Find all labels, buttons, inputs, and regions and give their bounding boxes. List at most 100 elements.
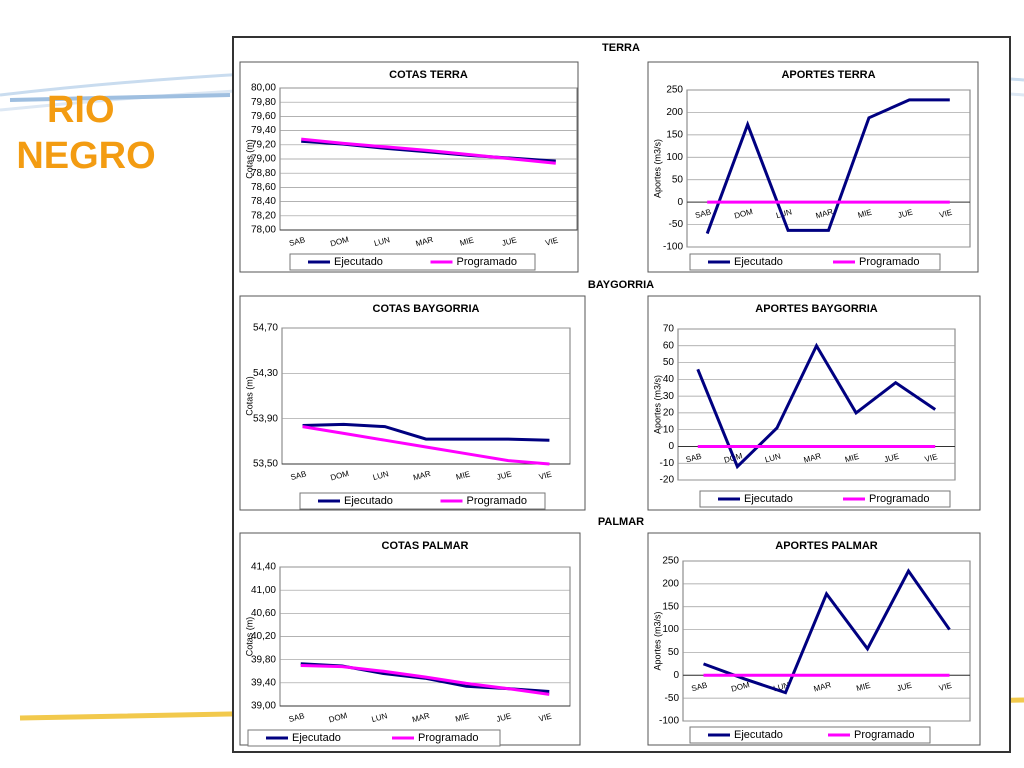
data-line	[705, 98, 950, 235]
legend-box	[689, 726, 931, 744]
x-tick-label: VIE	[538, 470, 553, 482]
y-tick-label: 200	[662, 578, 679, 589]
legend-label: Ejecutado	[734, 729, 783, 741]
y-tick-label: 40,60	[251, 608, 276, 619]
y-tick-label: 100	[662, 624, 679, 635]
legend-label: Ejecutado	[292, 732, 341, 744]
legend-box	[699, 490, 951, 508]
y-tick-label: 0	[668, 441, 674, 452]
x-tick-label: MAR	[815, 207, 835, 220]
section-title: PALMAR	[598, 516, 644, 528]
x-tick-label: VIE	[938, 681, 953, 693]
y-tick-label: 78,20	[251, 210, 276, 221]
legend-label: Ejecutado	[734, 256, 783, 268]
y-axis-label: Cotas (m)	[244, 139, 254, 179]
legend-label: Programado	[859, 256, 920, 268]
x-tick-label: MAR	[803, 451, 823, 464]
x-tick-label: MAR	[813, 680, 833, 693]
y-tick-label: 40	[663, 374, 675, 385]
y-axis-label: Aportes (m3/s)	[652, 611, 662, 670]
y-tick-label: 78,00	[251, 225, 276, 236]
x-tick-label: SAB	[288, 711, 306, 724]
data-line	[702, 568, 951, 695]
y-tick-label: 0	[673, 670, 679, 681]
legend-box	[289, 253, 536, 271]
y-tick-label: 30	[663, 391, 675, 402]
legend-label: Ejecutado	[744, 493, 793, 505]
data-line	[302, 425, 550, 466]
y-tick-label: -50	[665, 693, 680, 704]
y-tick-label: 79,80	[251, 97, 276, 108]
x-tick-label: SAB	[685, 452, 703, 465]
legend-label: Programado	[869, 493, 930, 505]
y-tick-label: 200	[666, 107, 683, 118]
y-tick-label: 79,60	[251, 111, 276, 122]
section-title: BAYGORRIA	[588, 279, 654, 291]
y-tick-label: -10	[660, 458, 675, 469]
y-tick-label: -100	[659, 716, 679, 727]
data-line	[302, 422, 550, 442]
y-tick-label: 79,40	[251, 125, 276, 136]
y-tick-label: 41,40	[251, 562, 276, 573]
y-tick-label: 150	[662, 601, 679, 612]
x-tick-label: JUE	[501, 235, 518, 248]
y-tick-label: -100	[663, 242, 683, 253]
legend-label: Ejecutado	[334, 256, 383, 268]
x-tick-label: SAB	[290, 469, 308, 482]
y-tick-label: 70	[663, 324, 675, 335]
y-tick-label: 100	[666, 152, 683, 163]
legend-label: Programado	[467, 495, 528, 507]
y-tick-label: 39,80	[251, 654, 276, 665]
legend-label: Ejecutado	[344, 495, 393, 507]
plot-area	[281, 327, 571, 465]
y-tick-label: 60	[663, 340, 675, 351]
x-tick-label: VIE	[924, 452, 939, 464]
y-tick-label: 53,50	[253, 459, 278, 470]
x-tick-label: JUE	[897, 207, 914, 220]
x-tick-label: LUN	[372, 469, 390, 482]
slide-title-line: NEGRO	[16, 135, 155, 177]
y-tick-label: 50	[672, 174, 684, 185]
y-tick-label: 0	[677, 197, 683, 208]
y-tick-label: 54,70	[253, 323, 278, 334]
x-tick-label: MIE	[454, 711, 470, 723]
legend-label: Programado	[457, 256, 518, 268]
legend-box	[689, 253, 941, 271]
x-tick-label: VIE	[538, 712, 553, 724]
chart-title: APORTES TERRA	[781, 69, 875, 81]
y-tick-label: 50	[663, 357, 675, 368]
y-axis-label: Aportes (m3/s)	[652, 139, 662, 198]
plot-area	[686, 89, 971, 248]
y-tick-label: 79,00	[251, 154, 276, 165]
chart-title: APORTES PALMAR	[775, 540, 878, 552]
y-tick-label: 41,00	[251, 585, 276, 596]
x-tick-label: SAB	[288, 235, 306, 248]
x-tick-label: MIE	[855, 681, 871, 693]
slide-title-line: RIO	[47, 89, 115, 131]
x-tick-label: JUE	[495, 711, 512, 724]
x-tick-label: LUN	[371, 711, 389, 724]
y-tick-label: -20	[660, 475, 675, 486]
y-tick-label: 78,40	[251, 196, 276, 207]
y-tick-label: 20	[663, 408, 675, 419]
x-tick-label: MIE	[459, 235, 475, 247]
chart-title: COTAS TERRA	[389, 69, 468, 81]
x-tick-label: MIE	[844, 452, 860, 464]
legend-label: Programado	[854, 729, 915, 741]
y-tick-label: 10	[663, 424, 675, 435]
chart-title: COTAS PALMAR	[382, 540, 469, 552]
y-tick-label: 150	[666, 129, 683, 140]
plot-area	[677, 328, 956, 481]
chart-panel: COTAS TERRA 78,00 78,20 78,40 78,60 78,80 79,0…	[239, 61, 579, 273]
y-axis-label: Aportes (m3/s)	[652, 375, 662, 434]
x-tick-label: JUE	[896, 681, 913, 694]
y-tick-label: -50	[669, 219, 684, 230]
chart-panel: APORTES BAYGORRIA -20 -10 0 10 20 30 40 50 60 70 SA…	[647, 295, 981, 511]
x-tick-label: JUE	[496, 469, 513, 482]
y-tick-label: 78,60	[251, 182, 276, 193]
legend-label: Programado	[418, 732, 479, 744]
y-tick-label: 39,40	[251, 677, 276, 688]
